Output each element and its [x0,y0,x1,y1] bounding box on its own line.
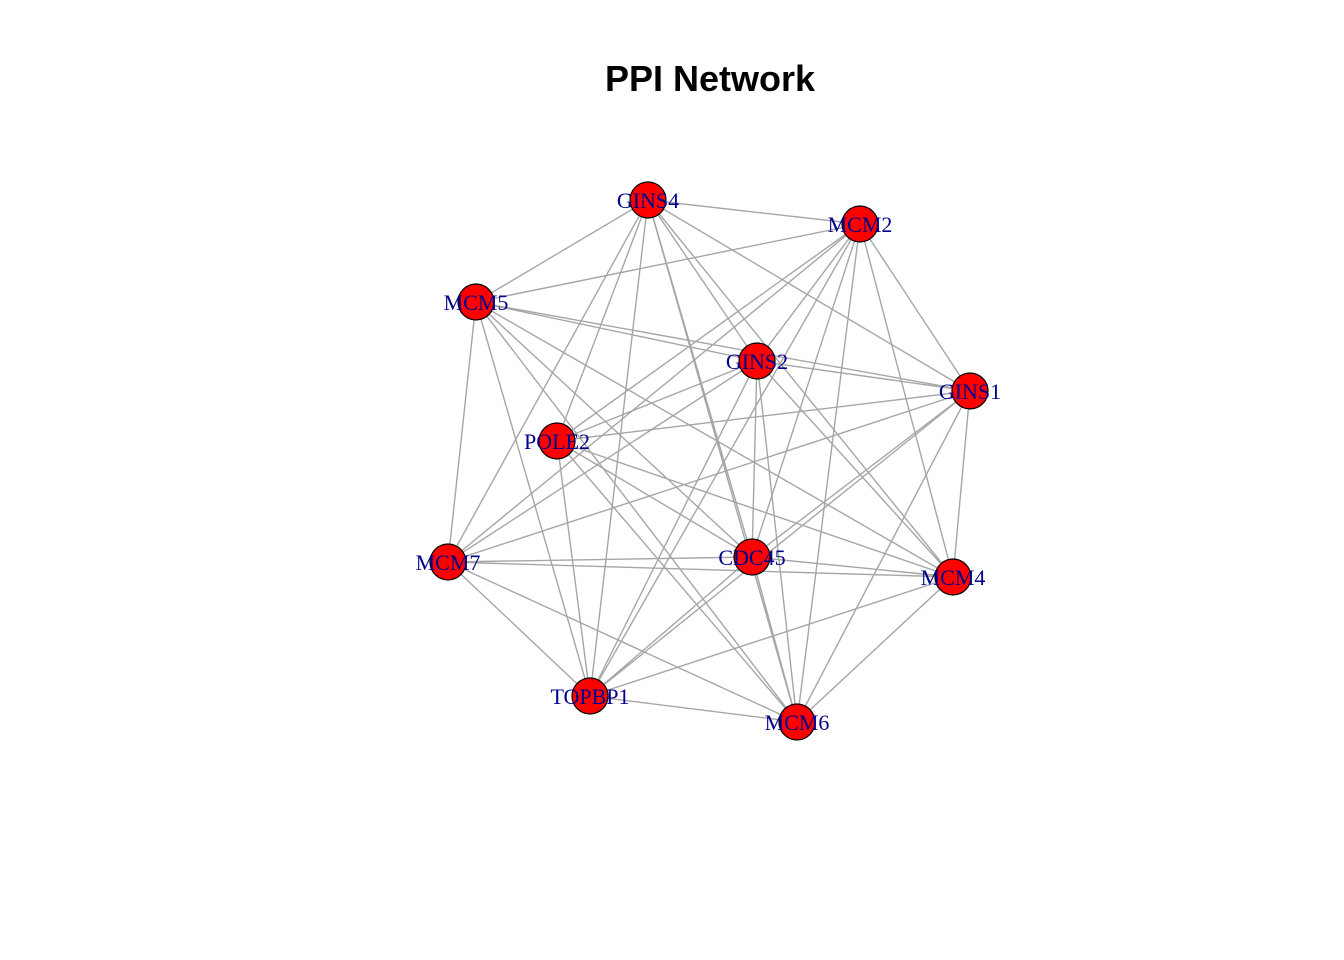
edge-cdc45-topbp1 [589,556,753,697]
edge-gins2-gins1 [756,360,971,392]
edge-mcm2-gins1 [859,223,971,392]
node-label-mcm4: MCM4 [921,565,986,590]
node-mcm2 [841,205,879,243]
edge-gins4-gins2 [647,199,758,362]
edge-gins1-cdc45 [751,390,971,558]
edges-layer [447,199,971,723]
edge-gins1-mcm6 [796,390,971,723]
labels-layer: GINS4 MCM2 MCM5 GINS2 GINS1 POLE2 MCM7 CDC45 MCM… [416,188,1002,735]
node-mcm6 [778,703,816,741]
node-label-cdc45: CDC45 [718,545,785,570]
edge-cdc45-mcm4 [751,556,954,578]
edge-mcm2-mcm7 [447,223,861,563]
node-label-topbp1: TOPBP1 [550,684,629,709]
edge-gins4-mcm2 [647,199,861,225]
edge-gins4-mcm7 [447,199,649,563]
node-label-gins2: GINS2 [726,349,788,374]
edge-gins4-mcm5 [475,199,649,303]
edge-mcm2-cdc45 [751,223,861,558]
node-label-gins1: GINS1 [939,379,1001,404]
edge-mcm4-topbp1 [589,576,954,697]
edge-mcm2-mcm6 [796,223,861,723]
edge-mcm7-cdc45 [447,556,753,563]
edge-gins1-topbp1 [589,390,971,697]
node-pole2 [538,422,576,460]
edge-gins2-cdc45 [751,360,758,558]
node-gins2 [738,342,776,380]
edge-gins4-gins1 [647,199,971,392]
edge-mcm2-gins2 [756,223,861,362]
edge-mcm2-mcm5 [475,223,861,303]
node-mcm4 [934,558,972,596]
edge-mcm7-mcm4 [447,561,954,578]
edge-pole2-cdc45 [556,440,753,558]
node-mcm5 [457,283,495,321]
node-topbp1 [571,677,609,715]
edge-gins2-mcm4 [756,360,954,578]
page-title: PPI Network [604,58,816,99]
node-gins1 [951,372,989,410]
node-label-mcm2: MCM2 [828,212,893,237]
edge-pole2-mcm4 [556,440,954,578]
node-label-mcm5: MCM5 [444,290,509,315]
edge-gins4-topbp1 [589,199,649,697]
edge-mcm5-mcm6 [475,301,798,723]
node-label-gins4: GINS4 [617,188,679,213]
edge-mcm5-gins1 [475,301,971,392]
edge-mcm5-topbp1 [475,301,591,697]
node-label-pole2: POLE2 [524,429,590,454]
edge-mcm7-mcm6 [447,561,798,723]
edge-topbp1-mcm6 [589,695,798,723]
edge-pole2-mcm6 [556,440,798,723]
edge-mcm5-mcm7 [447,301,477,563]
edge-gins4-mcm4 [647,199,954,578]
edge-gins2-mcm7 [447,360,758,563]
node-label-mcm6: MCM6 [765,710,830,735]
edge-cdc45-mcm6 [751,556,798,723]
edge-mcm5-cdc45 [475,301,753,558]
edge-gins4-mcm6 [647,199,798,723]
node-gins4 [629,181,667,219]
edge-mcm2-topbp1 [589,223,861,697]
edge-mcm7-topbp1 [447,561,591,697]
node-cdc45 [733,538,771,576]
edge-gins2-pole2 [556,360,758,442]
edge-gins1-mcm4 [952,390,971,578]
edge-mcm2-mcm4 [859,223,954,578]
edge-mcm2-pole2 [556,223,861,442]
edge-mcm5-gins2 [475,301,758,362]
edge-mcm5-mcm4 [475,301,954,578]
edge-pole2-topbp1 [556,440,591,697]
edge-mcm4-mcm6 [796,576,954,723]
nodes-layer [429,181,989,741]
edge-gins1-pole2 [556,390,971,442]
edge-gins1-mcm7 [447,390,971,563]
node-label-mcm7: MCM7 [416,550,481,575]
node-mcm7 [429,543,467,581]
edge-gins4-pole2 [556,199,649,442]
edge-gins2-mcm6 [756,360,798,723]
